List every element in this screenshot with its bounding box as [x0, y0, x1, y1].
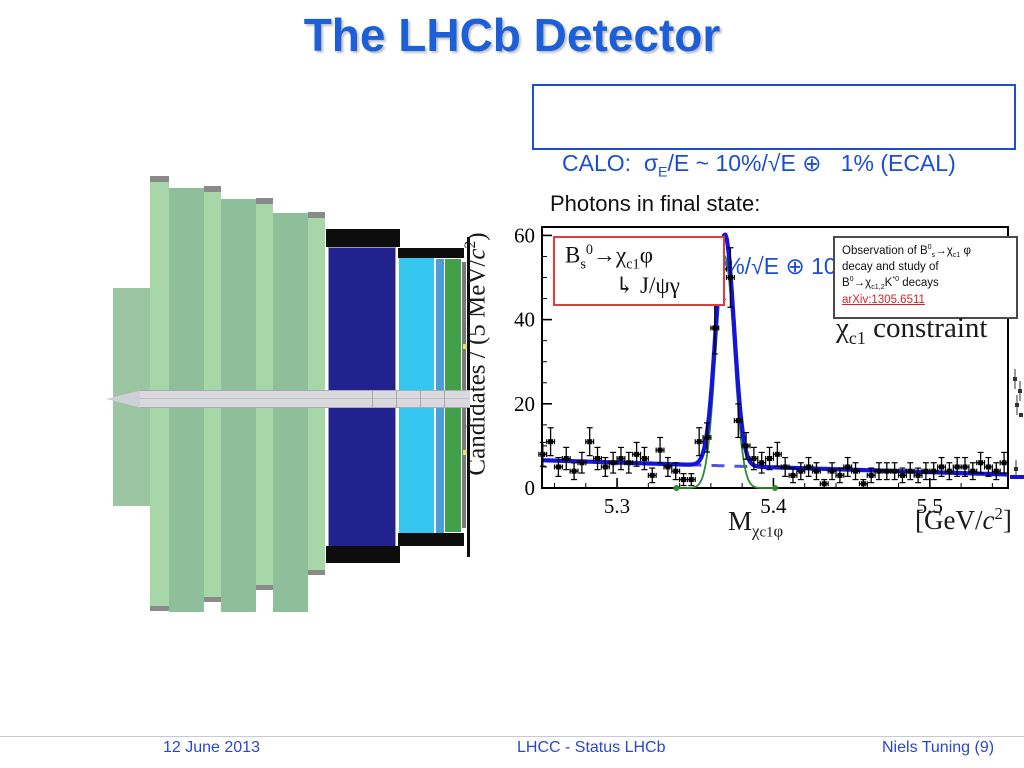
detector-slab-cap [308, 570, 325, 575]
detector-slab-cap [150, 606, 169, 611]
detector-slab-cap [204, 597, 221, 602]
calo-resolution-box: CALO: σE/E ~ 10%/√E ⊕ 1% (ECAL) σE/E ~ 7… [532, 84, 1016, 283]
decay-line-2: ↳ J/ψγ [615, 273, 680, 299]
observation-line-3: B0→χc1,2K*0 decays [842, 275, 939, 292]
overlapping-plot-fragment [1010, 369, 1024, 479]
detector-yellow-dot [463, 450, 467, 455]
plot-x-axis-unit: [GeV/c2] [915, 504, 1012, 535]
beam-pipe [140, 390, 470, 408]
detector-black-frame [398, 533, 464, 546]
footer-divider [0, 736, 1024, 737]
observation-box: Observation of B0s→χc1 φ decay and study… [833, 236, 1018, 319]
detector-slab-cap [256, 198, 273, 204]
detector-slab-cap [150, 176, 169, 182]
footer-date: 12 June 2013 [163, 739, 260, 756]
arxiv-link[interactable]: arXiv:1305.6511 [842, 293, 925, 306]
detector-yellow-dot [463, 344, 467, 349]
detector-black-frame [326, 229, 400, 247]
detector-slab-cap [204, 186, 221, 192]
beam-pipe-joint [396, 391, 397, 407]
decay-label-box: Bs0→χc1φ ↳ J/ψγ [553, 236, 725, 306]
svg-text:40: 40 [514, 308, 535, 332]
svg-text:20: 20 [514, 392, 535, 416]
svg-text:5.4: 5.4 [760, 494, 787, 518]
decay-line-1: Bs0→χc1φ [565, 242, 653, 273]
svg-text:60: 60 [514, 223, 535, 247]
detector-slab-cap [256, 585, 273, 590]
detector-slab-cap [308, 212, 325, 218]
detector-slab [273, 213, 308, 612]
svg-text:0: 0 [525, 476, 536, 500]
svg-text:5.3: 5.3 [604, 494, 630, 518]
svg-text:5.5: 5.5 [917, 494, 943, 518]
footer-author-page: Niels Tuning (9) [882, 739, 995, 756]
photons-final-state-label: Photons in final state: [550, 191, 761, 216]
observation-line-2: decay and study of [842, 261, 939, 274]
detector-black-frame [326, 546, 400, 563]
detector-black-frame [398, 248, 464, 258]
plot-y-axis-title: Candidates / (5 MeV/c2) [462, 232, 491, 476]
beam-pipe-joint [444, 391, 445, 407]
beam-pipe-seam [140, 398, 470, 399]
slide-title: The LHCb Detector [303, 9, 721, 61]
footer-center: LHCC - Status LHCb [517, 739, 666, 756]
calo-ecal-line: CALO: σE/E ~ 10%/√E ⊕ 1% (ECAL) [562, 150, 956, 181]
plot-x-axis-title: Mχc1φ [728, 506, 784, 541]
observation-line-1: Observation of B0s→χc1 φ [842, 243, 971, 260]
beam-pipe-joint [420, 391, 421, 407]
mass-plot: 5.3 5.4 5.5 0 20 40 60 [514, 223, 1009, 518]
beam-pipe-joint [372, 391, 373, 407]
constraint-label: χc1 constraint [836, 312, 988, 348]
